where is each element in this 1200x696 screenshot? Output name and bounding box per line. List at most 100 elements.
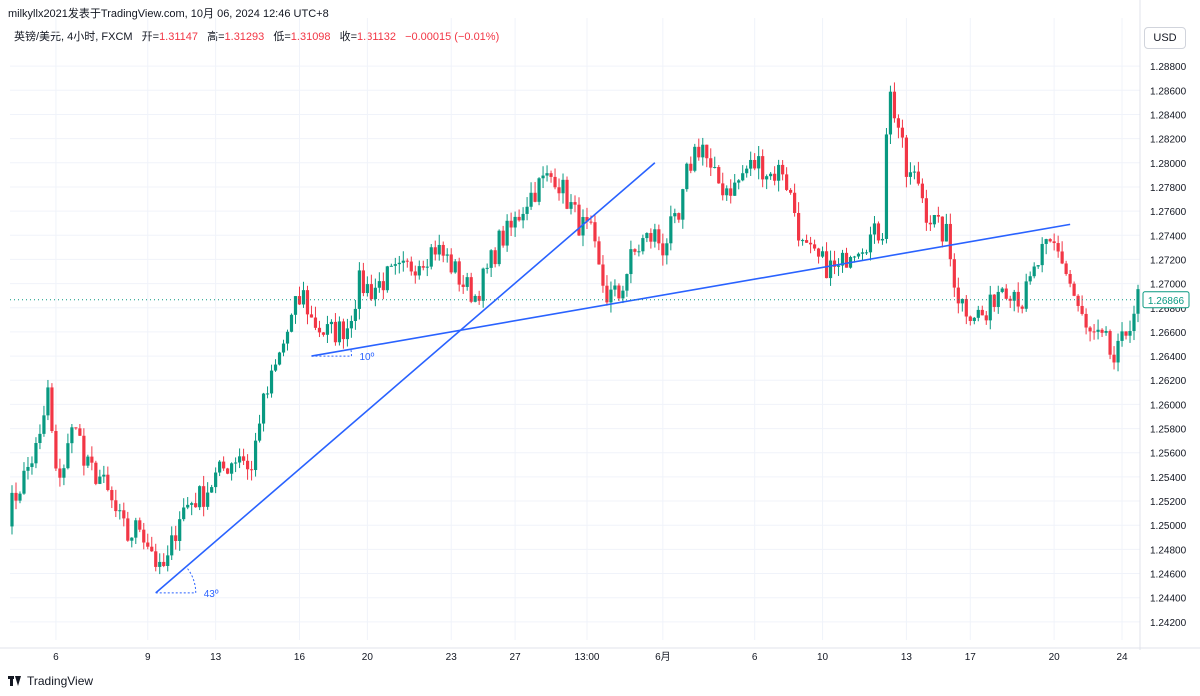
candle-body bbox=[98, 476, 102, 484]
candle-body bbox=[174, 535, 178, 541]
candle-body bbox=[904, 137, 909, 177]
y-tick-label: 1.28800 bbox=[1150, 62, 1187, 73]
candle-body bbox=[517, 216, 521, 221]
candle-body bbox=[613, 285, 617, 290]
candle-body bbox=[625, 274, 629, 291]
y-tick-label: 1.25600 bbox=[1150, 449, 1187, 460]
currency-button[interactable]: USD bbox=[1144, 27, 1186, 49]
candle-body bbox=[477, 295, 481, 301]
candle-body bbox=[645, 233, 649, 239]
candle-body bbox=[709, 158, 713, 168]
candle-body bbox=[18, 493, 22, 501]
candle-body bbox=[265, 393, 270, 395]
candle-body bbox=[469, 277, 473, 302]
candle-body bbox=[293, 296, 298, 315]
y-tick-label: 1.26800 bbox=[1150, 304, 1187, 315]
trendline bbox=[155, 162, 656, 594]
candle-body bbox=[761, 156, 765, 180]
candle-body bbox=[421, 266, 425, 268]
candle-body bbox=[888, 91, 893, 135]
candle-body bbox=[329, 321, 334, 325]
candle-body bbox=[1068, 273, 1072, 284]
symbol-title[interactable]: 英镑/美元, 4小时, FXCM bbox=[14, 31, 133, 43]
angle-label: 43º bbox=[204, 589, 219, 600]
candle-body bbox=[900, 127, 905, 138]
candle-body bbox=[661, 243, 665, 256]
candle-body bbox=[541, 175, 545, 179]
candle-body bbox=[497, 230, 501, 265]
candle-body bbox=[836, 265, 841, 267]
x-tick-label: 20 bbox=[1049, 652, 1061, 663]
candle-body bbox=[749, 159, 753, 169]
candle-body bbox=[896, 118, 901, 128]
candle-body bbox=[385, 266, 389, 291]
candle-body bbox=[289, 314, 294, 332]
candle-body bbox=[110, 490, 114, 501]
candle-body bbox=[389, 265, 393, 267]
candle-body bbox=[206, 492, 210, 507]
y-tick-label: 1.24800 bbox=[1150, 545, 1187, 556]
candle-body bbox=[757, 156, 761, 169]
candle-body bbox=[824, 251, 829, 279]
axes: 1.28800 1.28600 1.28400 1.28200 1.28000 1.278… bbox=[0, 0, 1200, 663]
candle-body bbox=[525, 206, 529, 214]
candle-body bbox=[493, 250, 497, 265]
candle-body bbox=[1132, 313, 1136, 332]
candle-body bbox=[741, 173, 745, 181]
candle-body bbox=[781, 164, 785, 175]
candle-body bbox=[840, 252, 845, 266]
candle-body bbox=[852, 256, 857, 258]
candle-body bbox=[142, 529, 146, 543]
candle-body bbox=[445, 254, 449, 256]
angle-arc bbox=[185, 566, 197, 593]
candle-body bbox=[1136, 289, 1140, 314]
candle-body bbox=[457, 261, 461, 285]
chart-grid bbox=[10, 18, 1140, 640]
x-tick-label: 10 bbox=[817, 652, 829, 663]
candle-body bbox=[257, 423, 262, 441]
candle-body bbox=[629, 249, 633, 275]
candle-body bbox=[609, 289, 613, 303]
candle-body bbox=[832, 260, 837, 267]
candle-body bbox=[353, 308, 357, 321]
close-value: 1.31132 bbox=[357, 31, 396, 43]
candle-body bbox=[50, 387, 54, 431]
candle-body bbox=[170, 535, 174, 556]
y-tick-label: 1.27800 bbox=[1150, 183, 1187, 194]
low-value: 1.31098 bbox=[290, 31, 331, 43]
candle-body bbox=[537, 178, 541, 202]
candle-body bbox=[373, 287, 377, 300]
candle-body bbox=[553, 176, 557, 188]
candle-body bbox=[593, 222, 597, 242]
candle-body bbox=[573, 202, 577, 205]
candle-body bbox=[1104, 331, 1108, 333]
x-tick-label: 13:00 bbox=[574, 652, 599, 663]
candle-body bbox=[349, 320, 353, 329]
candle-body bbox=[473, 295, 477, 302]
candle-body bbox=[1084, 313, 1088, 328]
candle-body bbox=[992, 294, 996, 307]
high-value: 1.31293 bbox=[224, 31, 265, 43]
angle-label: 10º bbox=[359, 352, 374, 363]
candle-body bbox=[126, 518, 130, 541]
candle-body bbox=[461, 284, 465, 287]
candle-body bbox=[505, 220, 509, 246]
candle-body bbox=[956, 287, 960, 304]
candle-body bbox=[285, 331, 290, 344]
candle-body bbox=[405, 260, 409, 262]
candle-body bbox=[341, 321, 346, 340]
candle-body bbox=[361, 270, 365, 294]
candle-body bbox=[1100, 329, 1104, 333]
candle-body bbox=[226, 468, 230, 474]
candle-body bbox=[1092, 331, 1096, 333]
candle-body bbox=[1112, 354, 1116, 363]
candle-body bbox=[237, 456, 242, 463]
candle-body bbox=[1000, 288, 1004, 292]
y-tick-label: 1.27200 bbox=[1150, 255, 1187, 266]
candle-body bbox=[130, 537, 134, 541]
candle-body bbox=[453, 261, 457, 273]
candle-body bbox=[38, 433, 42, 444]
y-tick-label: 1.25200 bbox=[1150, 497, 1187, 508]
candle-body bbox=[649, 233, 653, 242]
